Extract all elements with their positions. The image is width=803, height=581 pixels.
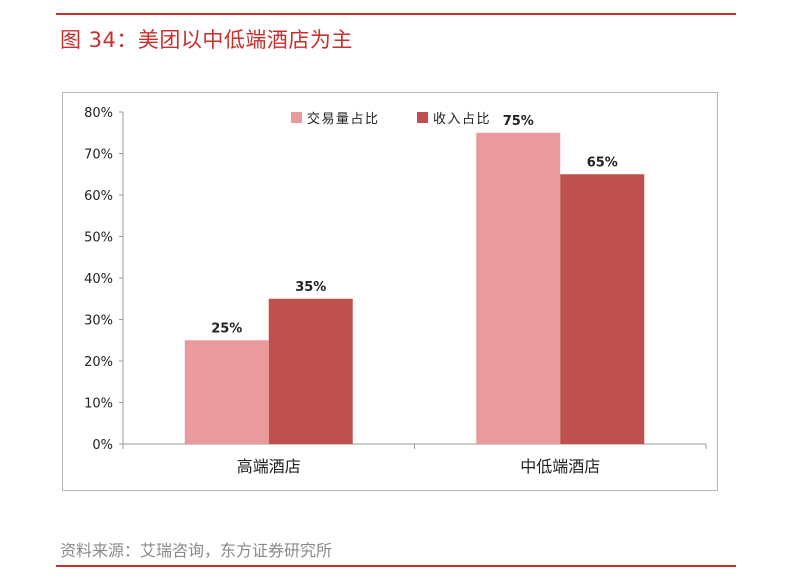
data-label: 65%	[587, 155, 618, 170]
data-label: 35%	[295, 280, 326, 295]
legend-swatch	[417, 112, 428, 123]
y-tick-label: 80%	[84, 106, 113, 121]
y-tick-label: 0%	[92, 438, 113, 453]
chart-frame	[62, 92, 718, 491]
legend-label: 交易量占比	[307, 111, 380, 127]
figure-title: 图 34：美团以中低端酒店为主	[60, 28, 353, 52]
data-label: 75%	[503, 114, 534, 129]
bar	[184, 340, 269, 444]
x-category-label: 中低端酒店	[520, 457, 600, 476]
top-rule	[56, 13, 736, 15]
bar	[268, 298, 353, 444]
bar	[476, 132, 561, 444]
legend-label: 收入占比	[433, 112, 491, 127]
y-tick-label: 70%	[84, 148, 113, 163]
y-tick-label: 30%	[84, 314, 113, 329]
bar	[560, 174, 645, 444]
y-tick-label: 10%	[84, 397, 113, 412]
data-label: 25%	[211, 321, 242, 336]
source-note: 资料来源：艾瑞咨询，东方证券研究所	[60, 541, 333, 560]
y-tick-label: 20%	[84, 355, 113, 370]
y-tick-label: 50%	[84, 231, 113, 246]
y-tick-label: 40%	[84, 272, 113, 287]
bottom-rule	[56, 565, 736, 567]
x-category-label: 高端酒店	[237, 457, 301, 476]
y-tick-label: 60%	[84, 189, 113, 204]
legend-swatch	[291, 112, 302, 123]
